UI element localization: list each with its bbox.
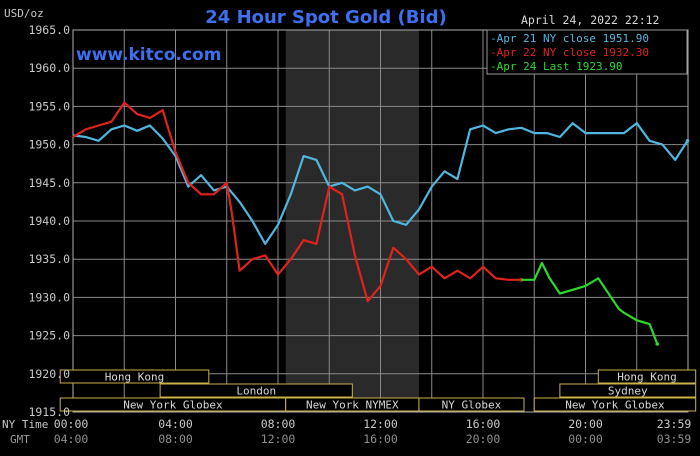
grid-layer (72, 29, 689, 413)
plot-frame (72, 29, 689, 413)
y-tick-label: 1915.0 (28, 405, 70, 419)
y-tick-label: 1965.0 (28, 23, 70, 37)
legend-entry-apr22: -Apr 22 NY close 1932.30 (490, 46, 649, 59)
x-tick-label-gmt: 00:00 (568, 432, 603, 446)
series-line-1 (72, 101, 522, 303)
x-tick-label-gmt: 04:00 (54, 432, 89, 446)
session-label: NY Globex (442, 399, 502, 412)
x-tick-label-gmt: 16:00 (363, 432, 398, 446)
series-end-point-2 (655, 342, 660, 346)
y-tick-label: 1960.0 (28, 61, 70, 75)
session-box (59, 369, 210, 384)
y-tick-label: 1950.0 (28, 138, 70, 152)
session-label: New York Globex (565, 399, 665, 412)
chart-date-label: April 24, 2022 22:12 (521, 13, 659, 27)
y-tick-label: 1920.0 (28, 367, 70, 381)
x-tick-label-ny: 23:59 (657, 417, 692, 431)
x-tick-label-gmt: 08:00 (158, 432, 193, 446)
session-label: Hong Kong (617, 371, 677, 384)
session-label: New York Globex (123, 399, 223, 412)
session-label: Hong Kong (105, 371, 165, 384)
x-tick-label-gmt: 03:59 (657, 432, 692, 446)
session-box (559, 383, 697, 398)
chart-legend: -Apr 21 NY close 1951.90 -Apr 22 NY clos… (486, 29, 688, 75)
x-tick-label-ny: 12:00 (363, 417, 398, 431)
y-tick-label: 1955.0 (28, 99, 70, 113)
x-tick-label-ny: 04:00 (158, 417, 193, 431)
session-label: London (236, 385, 276, 398)
legend-entry-apr21: -Apr 21 NY close 1951.90 (490, 32, 649, 45)
session-label: Sydney (608, 385, 648, 398)
x-tick-label-ny: 20:00 (568, 417, 603, 431)
chart-title: 24 Hour Spot Gold (Bid) (205, 7, 446, 28)
series-line-2 (521, 261, 659, 345)
axis-layer: 1965.0 1960.0 1955.0 1950.0 1945.0 1940.0 1935… (2, 23, 691, 446)
x-tick-label-ny: 00:00 (54, 417, 89, 431)
legend-box (486, 29, 688, 75)
x-axis-row-label-ny: NY Time (2, 418, 48, 431)
y-tick-label: 1935.0 (28, 252, 70, 266)
session-box (159, 383, 353, 398)
series-line-0 (72, 122, 689, 245)
x-tick-label-ny: 08:00 (261, 417, 296, 431)
x-tick-label-gmt: 20:00 (466, 432, 501, 446)
session-box (597, 369, 697, 384)
y-tick-label: 1925.0 (28, 329, 70, 343)
legend-entry-apr24: -Apr 24 Last 1923.90 (490, 60, 622, 73)
y-tick-label: 1930.0 (28, 290, 70, 304)
series-layer (72, 101, 690, 346)
x-tick-label-gmt: 12:00 (261, 432, 296, 446)
y-tick-label: 1940.0 (28, 214, 70, 228)
session-box (418, 397, 525, 412)
series-end-point-0 (685, 138, 690, 143)
x-tick-label-ny: 16:00 (466, 417, 501, 431)
x-axis-row-label-gmt: GMT (10, 433, 30, 446)
session-label: New York NYMEX (306, 399, 399, 412)
y-tick-label: 1945.0 (28, 176, 70, 190)
y-axis-unit-label: USD/oz (4, 7, 44, 20)
kitco-watermark: www.kitco.com (76, 45, 221, 65)
session-box (533, 397, 697, 412)
